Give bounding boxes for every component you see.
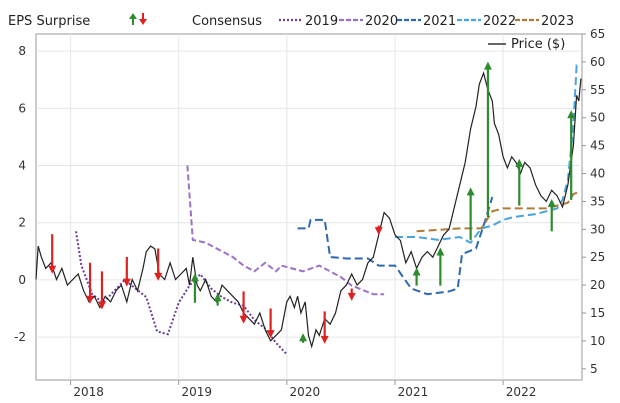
surprise-head (320, 335, 329, 344)
legend-label-2023: 2023 (541, 14, 574, 29)
surprise-arrow-down (320, 311, 329, 344)
consensus-2023-line (416, 190, 582, 233)
legend-price-label: Price ($) (511, 37, 565, 52)
consensus-2019-line (75, 231, 288, 355)
time-axis: 2018 2019 2020 2021 2022 (70, 380, 537, 399)
legend-label-2020: 2020 (365, 14, 398, 29)
surprise-arrow-up (412, 267, 421, 286)
surprise-head (567, 110, 576, 119)
surprise-arrow-down (86, 262, 95, 304)
legend-down-arrow-icon (139, 13, 147, 25)
surprise-head (483, 61, 492, 70)
legend-series: 2019 2020 2021 2022 2023 (279, 14, 574, 29)
surprise-head (48, 265, 57, 274)
price-tick-label: 20 (590, 278, 605, 292)
surprise-arrow-up (466, 187, 475, 240)
legend-up-arrow-icon (129, 13, 137, 25)
surprise-arrow-down (239, 291, 248, 324)
price-tick-label: 5 (590, 362, 598, 376)
price-tick-label: 25 (590, 250, 605, 264)
x-tick-label: 2020 (290, 385, 321, 399)
legend: EPS Surprise Consensus 2019 2020 2021 2022 2… (8, 13, 574, 52)
eps-tick-label: 2 (18, 216, 26, 230)
price-tick-label: 15 (590, 306, 605, 320)
surprise-head (299, 333, 308, 342)
surprise-arrow-up (299, 333, 308, 343)
legend-consensus: Consensus (192, 14, 262, 29)
surprise-arrow-up (515, 158, 524, 206)
surprise-arrow-down (347, 288, 356, 301)
surprise-arrow-down (97, 271, 106, 310)
surprise-head (213, 293, 222, 302)
consensus-2022-line (395, 64, 581, 244)
price-tick-label: 60 (590, 55, 605, 69)
x-tick-label: 2022 (506, 385, 537, 399)
surprise-arrow-up (190, 273, 199, 303)
surprise-head (122, 278, 131, 287)
surprise-head (239, 315, 248, 324)
x-tick-label: 2019 (181, 385, 212, 399)
surprise-head (190, 273, 199, 282)
price-tick-label: 45 (590, 139, 605, 153)
price-axis: 65 60 55 50 45 40 35 30 25 20 15 10 5 (582, 27, 605, 376)
eps-surprise-arrows (48, 61, 576, 344)
surprise-head (97, 301, 106, 310)
legend-label-2019: 2019 (305, 14, 338, 29)
eps-tick-label: 0 (18, 273, 26, 287)
price-tick-label: 65 (590, 27, 605, 41)
surprise-arrow-up (436, 247, 445, 286)
surprise-head (86, 295, 95, 304)
price-tick-label: 10 (590, 334, 605, 348)
surprise-head (547, 198, 556, 207)
eps-tick-label: -2 (14, 330, 26, 344)
legend-label-2022: 2022 (483, 14, 516, 29)
x-tick-label: 2018 (73, 385, 104, 399)
surprise-head (466, 187, 475, 196)
plot-area (35, 33, 583, 381)
price-tick-label: 40 (590, 167, 605, 181)
surprise-head (515, 158, 524, 167)
price-tick-label: 50 (590, 111, 605, 125)
price-tick-label: 30 (590, 222, 605, 236)
price-tick-label: 55 (590, 83, 605, 97)
price-line (35, 71, 582, 349)
consensus-lines (75, 64, 582, 355)
surprise-arrow-down (266, 308, 275, 339)
surprise-head (436, 247, 445, 256)
consensus-2021-line (297, 196, 494, 296)
legend-price: Price ($) (488, 37, 565, 52)
surprise-arrow-down (374, 225, 383, 236)
surprise-arrow-down (122, 257, 131, 287)
price-series-line (35, 71, 582, 349)
price-tick-label: 35 (590, 194, 605, 208)
eps-tick-label: 6 (18, 101, 26, 115)
surprise-head (412, 267, 421, 276)
surprise-arrow-up (483, 61, 492, 218)
surprise-arrow-down (48, 234, 57, 274)
surprise-head (347, 292, 356, 301)
eps-tick-label: 4 (18, 159, 26, 173)
x-tick-label: 2021 (398, 385, 429, 399)
legend-eps-surprise: EPS Surprise (8, 14, 90, 29)
surprise-arrow-down (154, 248, 163, 281)
legend-label-2021: 2021 (423, 14, 456, 29)
eps-axis: 8 6 4 2 0 -2 (14, 44, 26, 344)
surprise-head (154, 272, 163, 281)
surprise-arrow-up (547, 198, 556, 232)
surprise-head (374, 227, 383, 236)
surprise-arrow-up (213, 293, 222, 306)
surprise-arrow-up (567, 110, 576, 200)
surprise-head (266, 330, 275, 339)
eps-tick-label: 8 (18, 44, 26, 58)
consensus-2020-line (186, 165, 385, 296)
